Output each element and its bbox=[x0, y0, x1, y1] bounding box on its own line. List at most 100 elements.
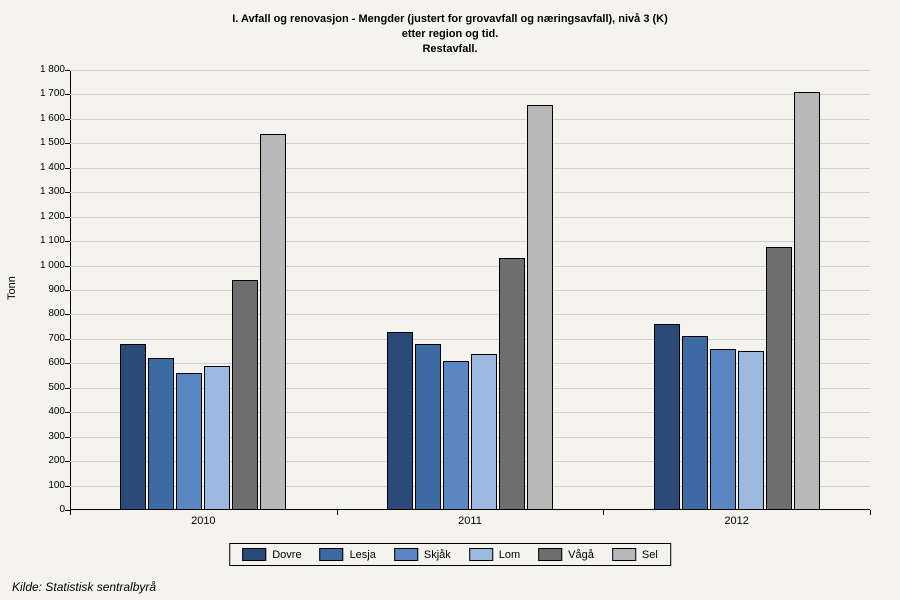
y-tick-label: 1 600 bbox=[20, 113, 65, 124]
x-category-label: 2011 bbox=[440, 515, 500, 527]
bar-lesja-2012 bbox=[682, 336, 708, 510]
grid-line bbox=[70, 168, 870, 169]
y-tick bbox=[65, 437, 70, 438]
bar-dovre-2012 bbox=[654, 324, 680, 510]
legend-swatch bbox=[320, 548, 344, 561]
x-tick bbox=[70, 510, 71, 515]
y-tick-label: 900 bbox=[20, 284, 65, 295]
legend-item-skjåk: Skjåk bbox=[394, 548, 451, 561]
legend-item-dovre: Dovre bbox=[242, 548, 301, 561]
title-line-3: Restavfall. bbox=[422, 43, 477, 55]
grid-line bbox=[70, 241, 870, 242]
grid-line bbox=[70, 70, 870, 71]
y-tick-label: 300 bbox=[20, 431, 65, 442]
x-category-label: 2010 bbox=[173, 515, 233, 527]
y-tick bbox=[65, 412, 70, 413]
bar-sel-2011 bbox=[527, 105, 553, 510]
y-tick bbox=[65, 192, 70, 193]
bar-lom-2012 bbox=[738, 351, 764, 510]
y-tick-label: 400 bbox=[20, 406, 65, 417]
bar-lom-2010 bbox=[204, 366, 230, 510]
y-tick-label: 500 bbox=[20, 382, 65, 393]
y-tick bbox=[65, 168, 70, 169]
bar-sel-2012 bbox=[794, 92, 820, 510]
x-tick bbox=[870, 510, 871, 515]
bar-vågå-2011 bbox=[499, 258, 525, 510]
legend: Dovre Lesja Skjåk Lom Vågå Sel bbox=[229, 543, 671, 566]
y-tick bbox=[65, 486, 70, 487]
bar-skjåk-2012 bbox=[710, 349, 736, 510]
y-tick bbox=[65, 339, 70, 340]
y-tick-label: 1 300 bbox=[20, 186, 65, 197]
y-tick bbox=[65, 266, 70, 267]
y-tick-label: 600 bbox=[20, 357, 65, 368]
y-tick-label: 1 000 bbox=[20, 260, 65, 271]
chart-container: I. Avfall og renovasjon - Mengder (juste… bbox=[0, 0, 900, 600]
x-category-label: 2012 bbox=[707, 515, 767, 527]
x-tick bbox=[603, 510, 604, 515]
grid-line bbox=[70, 143, 870, 144]
bar-dovre-2010 bbox=[120, 344, 146, 510]
bar-dovre-2011 bbox=[387, 332, 413, 510]
title-line-1: I. Avfall og renovasjon - Mengder (juste… bbox=[232, 13, 668, 25]
y-tick bbox=[65, 314, 70, 315]
legend-label: Skjåk bbox=[424, 549, 451, 561]
bar-skjåk-2011 bbox=[443, 361, 469, 510]
legend-label: Lesja bbox=[350, 549, 376, 561]
grid-line bbox=[70, 290, 870, 291]
bar-lesja-2010 bbox=[148, 358, 174, 510]
legend-item-lom: Lom bbox=[469, 548, 520, 561]
y-tick-label: 0 bbox=[20, 504, 65, 515]
legend-label: Sel bbox=[642, 549, 658, 561]
title-line-2: etter region og tid. bbox=[402, 28, 499, 40]
x-tick bbox=[337, 510, 338, 515]
legend-item-lesja: Lesja bbox=[320, 548, 376, 561]
y-tick bbox=[65, 143, 70, 144]
y-tick-label: 1 800 bbox=[20, 64, 65, 75]
y-tick-label: 1 700 bbox=[20, 88, 65, 99]
y-tick bbox=[65, 119, 70, 120]
bar-lesja-2011 bbox=[415, 344, 441, 510]
y-tick-label: 200 bbox=[20, 455, 65, 466]
y-tick bbox=[65, 363, 70, 364]
bar-vågå-2010 bbox=[232, 280, 258, 510]
y-tick-label: 700 bbox=[20, 333, 65, 344]
grid-line bbox=[70, 94, 870, 95]
y-tick-label: 1 100 bbox=[20, 235, 65, 246]
y-tick-label: 100 bbox=[20, 480, 65, 491]
grid-line bbox=[70, 314, 870, 315]
y-tick-label: 1 400 bbox=[20, 162, 65, 173]
y-tick bbox=[65, 461, 70, 462]
legend-swatch bbox=[242, 548, 266, 561]
grid-line bbox=[70, 266, 870, 267]
y-tick bbox=[65, 290, 70, 291]
legend-swatch bbox=[394, 548, 418, 561]
grid-line bbox=[70, 339, 870, 340]
grid-line bbox=[70, 192, 870, 193]
bar-lom-2011 bbox=[471, 354, 497, 510]
y-tick bbox=[65, 94, 70, 95]
y-tick-label: 800 bbox=[20, 308, 65, 319]
legend-swatch bbox=[612, 548, 636, 561]
y-tick bbox=[65, 388, 70, 389]
legend-swatch bbox=[469, 548, 493, 561]
legend-label: Lom bbox=[499, 549, 520, 561]
y-tick bbox=[65, 241, 70, 242]
y-tick-label: 1 200 bbox=[20, 211, 65, 222]
bar-skjåk-2010 bbox=[176, 373, 202, 510]
bar-vågå-2012 bbox=[766, 247, 792, 510]
y-tick bbox=[65, 70, 70, 71]
bar-sel-2010 bbox=[260, 134, 286, 510]
y-tick-label: 1 500 bbox=[20, 137, 65, 148]
legend-label: Dovre bbox=[272, 549, 301, 561]
legend-item-sel: Sel bbox=[612, 548, 658, 561]
grid-line bbox=[70, 119, 870, 120]
y-axis-label: Tonn bbox=[6, 276, 18, 300]
chart-title: I. Avfall og renovasjon - Mengder (juste… bbox=[0, 12, 900, 57]
legend-swatch bbox=[538, 548, 562, 561]
grid-line bbox=[70, 217, 870, 218]
plot-area: 01002003004005006007008009001 0001 1001 … bbox=[70, 70, 870, 510]
y-tick bbox=[65, 217, 70, 218]
legend-item-vågå: Vågå bbox=[538, 548, 594, 561]
source-text: Kilde: Statistisk sentralbyrå bbox=[12, 580, 156, 594]
